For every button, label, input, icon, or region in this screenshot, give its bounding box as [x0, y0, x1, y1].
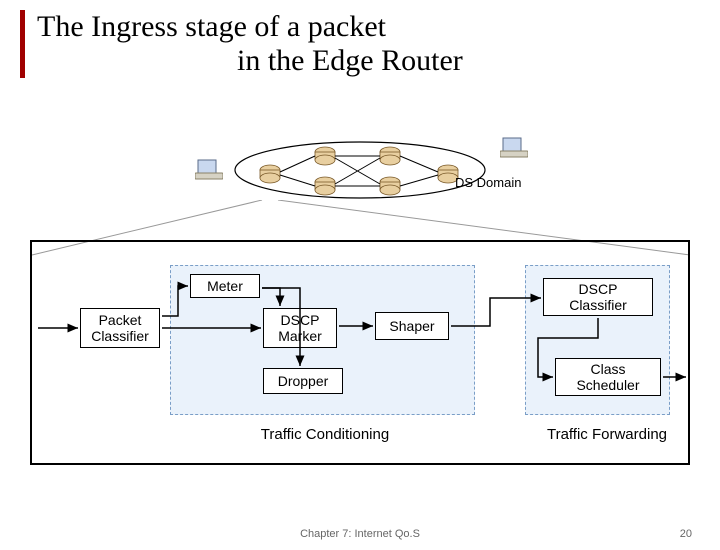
dropper-label: Dropper [278, 373, 329, 389]
dropper-node: Dropper [263, 368, 343, 394]
class-scheduler-label-1: Class [590, 361, 625, 377]
host-left-icon [195, 158, 223, 182]
dscp-marker-node: DSCP Marker [263, 308, 337, 348]
traffic-conditioning-label: Traffic Conditioning [235, 426, 415, 443]
title-line-1: The Ingress stage of a packet [37, 10, 700, 44]
dscp-marker-label-2: Marker [278, 328, 322, 344]
packet-classifier-node: Packet Classifier [80, 308, 160, 348]
dscp-classifier-node: DSCP Classifier [543, 278, 653, 316]
meter-label: Meter [207, 278, 243, 294]
shaper-label: Shaper [389, 318, 434, 334]
packet-classifier-label-2: Classifier [91, 328, 149, 344]
class-scheduler-node: Class Scheduler [555, 358, 661, 396]
packet-classifier-label-1: Packet [99, 312, 142, 328]
ds-domain-label: DS Domain [455, 175, 521, 190]
traffic-forwarding-label: Traffic Forwarding [532, 426, 682, 443]
slide-title-block: The Ingress stage of a packet in the Edg… [20, 10, 700, 78]
title-line-2: in the Edge Router [237, 44, 700, 78]
dscp-classifier-label-1: DSCP [579, 281, 618, 297]
dscp-marker-label-1: DSCP [281, 312, 320, 328]
shaper-node: Shaper [375, 312, 449, 340]
host-right-icon [500, 136, 528, 160]
footer-page-number: 20 [680, 528, 692, 540]
meter-node: Meter [190, 274, 260, 298]
class-scheduler-label-2: Scheduler [576, 377, 639, 393]
footer-chapter: Chapter 7: Internet Qo.S [300, 528, 420, 540]
dscp-classifier-label-2: Classifier [569, 297, 627, 313]
ds-domain-diagram [230, 140, 490, 200]
